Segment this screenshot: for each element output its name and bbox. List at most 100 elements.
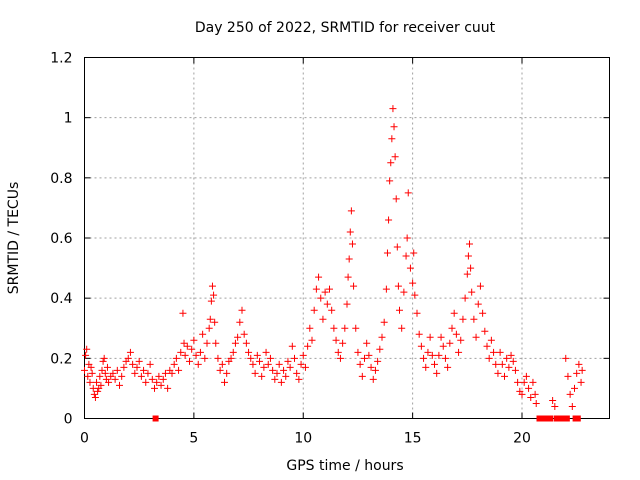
data-point xyxy=(91,393,99,401)
data-point xyxy=(131,369,139,377)
data-point xyxy=(183,342,191,350)
data-point xyxy=(151,384,158,392)
data-point xyxy=(376,345,384,353)
data-point xyxy=(199,330,207,338)
data-point xyxy=(396,306,403,314)
data-point xyxy=(146,360,154,368)
y-tick-label: 0.6 xyxy=(50,231,72,247)
data-point xyxy=(522,372,530,380)
data-point xyxy=(446,339,454,347)
data-point xyxy=(433,369,441,377)
data-point xyxy=(428,351,436,359)
data-point xyxy=(341,324,349,332)
data-point xyxy=(496,348,504,356)
data-point xyxy=(94,387,102,395)
data-point xyxy=(352,324,360,332)
data-point xyxy=(361,354,368,362)
data-point xyxy=(295,375,303,383)
data-point xyxy=(420,354,428,362)
data-point xyxy=(532,399,540,407)
data-point xyxy=(175,366,183,374)
data-point xyxy=(367,363,375,371)
data-point xyxy=(336,354,344,362)
data-point xyxy=(492,360,500,368)
data-point xyxy=(435,351,443,359)
data-point xyxy=(494,369,502,377)
data-point xyxy=(450,309,458,317)
data-point xyxy=(448,324,456,332)
data-point xyxy=(135,357,143,365)
data-point xyxy=(223,369,231,377)
data-point xyxy=(312,285,320,293)
data-point xyxy=(455,348,463,356)
data-point xyxy=(103,363,111,371)
data-point xyxy=(374,357,382,365)
data-point xyxy=(562,354,570,362)
data-point xyxy=(468,288,476,296)
data-point xyxy=(457,336,465,344)
data-point xyxy=(97,381,105,389)
data-point xyxy=(403,234,411,242)
y-axis-label: SRMTID / TECUs xyxy=(6,182,22,295)
data-point xyxy=(417,342,425,350)
data-point xyxy=(306,324,314,332)
data-point xyxy=(490,348,498,356)
data-point xyxy=(203,339,211,347)
data-point xyxy=(211,318,219,326)
data-point xyxy=(293,369,301,377)
y-tick-label: 0 xyxy=(64,412,73,428)
data-point xyxy=(391,153,399,161)
data-point xyxy=(315,273,323,281)
data-point xyxy=(186,357,193,365)
x-tick-label: 20 xyxy=(513,431,531,447)
data-point xyxy=(201,354,209,362)
data-point xyxy=(284,357,292,365)
data-point xyxy=(260,363,268,371)
data-point xyxy=(390,123,398,131)
data-point xyxy=(363,339,371,347)
data-point xyxy=(229,348,237,356)
data-point xyxy=(212,339,220,347)
data-point xyxy=(339,339,347,347)
data-point xyxy=(214,354,222,362)
data-point xyxy=(262,348,270,356)
data-point xyxy=(129,360,137,368)
data-point xyxy=(330,324,338,332)
data-point xyxy=(398,324,406,332)
data-point xyxy=(466,240,473,248)
data-point xyxy=(208,282,216,290)
data-point xyxy=(387,159,395,167)
data-point xyxy=(251,369,259,377)
data-point xyxy=(389,105,397,113)
data-point xyxy=(116,381,123,389)
data-point xyxy=(113,366,121,374)
data-point xyxy=(172,354,180,362)
data-point xyxy=(310,306,318,314)
data-point xyxy=(249,360,257,368)
data-point xyxy=(82,351,90,359)
data-point xyxy=(503,354,511,362)
data-point xyxy=(388,135,396,143)
data-point xyxy=(392,195,400,203)
data-point xyxy=(481,327,489,335)
data-point xyxy=(439,342,447,350)
data-point xyxy=(181,351,189,359)
data-point xyxy=(531,390,539,398)
data-point xyxy=(487,336,495,344)
data-point xyxy=(431,360,438,368)
data-point xyxy=(111,375,119,383)
data-point xyxy=(205,324,213,332)
data-point xyxy=(98,366,106,374)
data-point xyxy=(317,294,325,302)
data-point xyxy=(577,378,585,386)
data-point xyxy=(99,357,107,365)
data-point xyxy=(277,378,285,386)
x-axis-label: GPS time / hours xyxy=(286,458,403,474)
data-point xyxy=(422,363,430,371)
data-point xyxy=(346,228,354,236)
data-point xyxy=(144,369,152,377)
data-points xyxy=(81,105,586,422)
y-tick-label: 0.2 xyxy=(50,351,72,367)
data-point xyxy=(266,354,274,362)
